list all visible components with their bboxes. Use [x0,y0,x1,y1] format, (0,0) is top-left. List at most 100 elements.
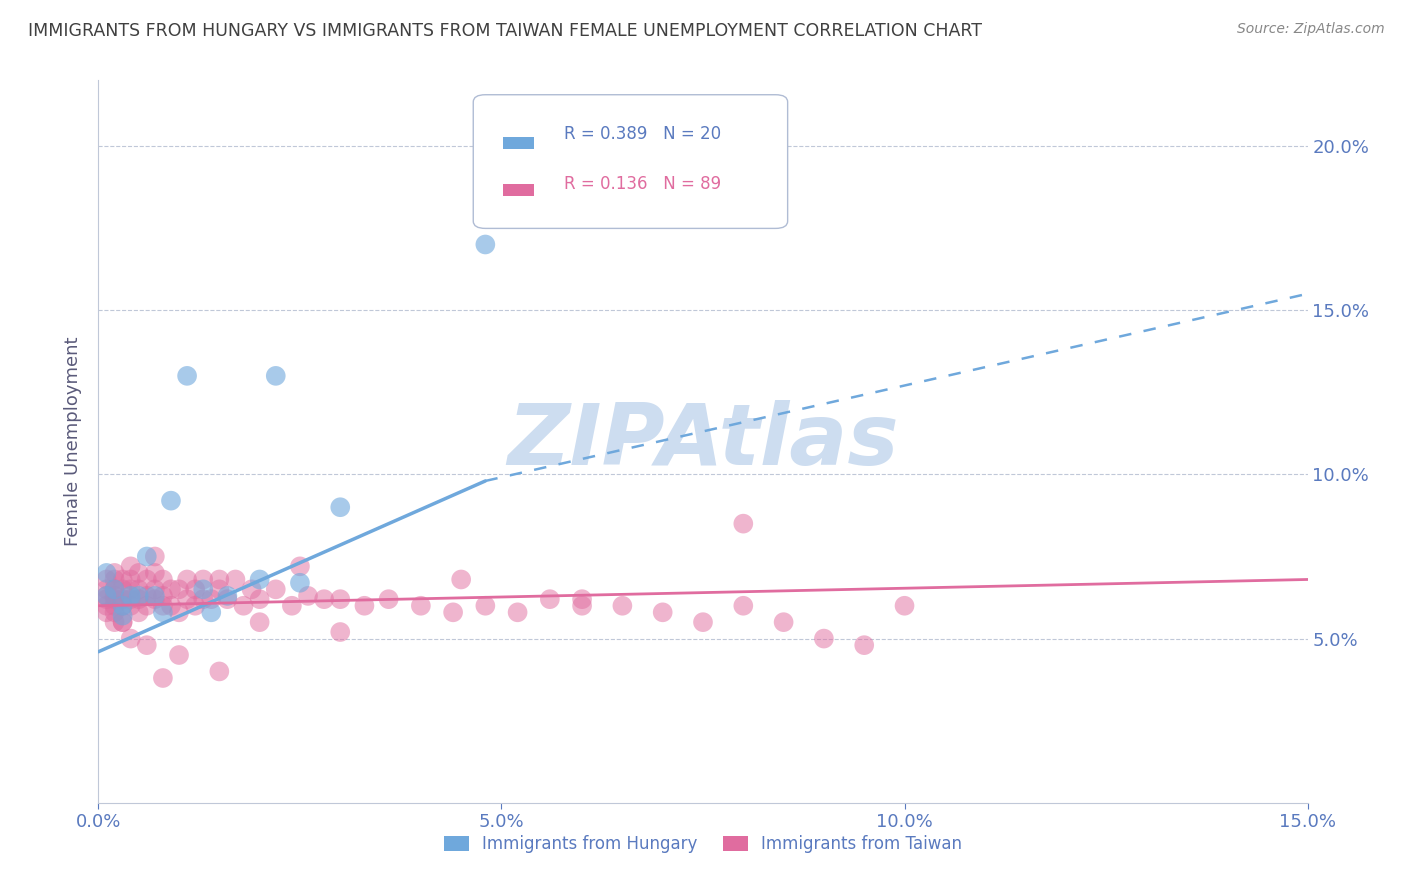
Point [208,665,231,679]
Point [152,573,174,587]
Point [184,582,207,597]
Point [143,566,166,580]
Point [128,566,150,580]
Point [143,592,166,607]
Point [193,573,215,587]
FancyBboxPatch shape [503,137,534,149]
Point [152,671,174,685]
Point [96,589,118,603]
Point [224,573,246,587]
Point [128,582,150,597]
Point [96,566,118,580]
Point [111,592,134,607]
Point [772,615,794,630]
Point [135,549,157,564]
Point [200,592,222,607]
Point [160,599,183,613]
Point [111,615,134,630]
Point [120,589,142,603]
Point [120,573,142,587]
Point [692,615,714,630]
Point [264,368,287,383]
Point [128,605,150,619]
Point [474,599,496,613]
FancyBboxPatch shape [474,95,787,228]
Point [96,592,118,607]
Point [135,589,157,603]
Point [450,573,472,587]
Point [111,582,134,597]
Point [377,592,399,607]
Point [103,605,125,619]
Point [538,592,561,607]
Legend: Immigrants from Hungary, Immigrants from Taiwan: Immigrants from Hungary, Immigrants from… [437,828,969,860]
Point [441,605,464,619]
Point [135,638,157,652]
Point [176,368,198,383]
Point [143,549,166,564]
Point [353,599,375,613]
Point [160,493,183,508]
Point [249,615,271,630]
Point [733,599,755,613]
FancyBboxPatch shape [503,184,534,196]
Point [96,589,118,603]
Point [813,632,835,646]
Point [217,589,239,603]
Point [208,573,231,587]
Point [314,592,336,607]
Point [193,592,215,607]
Point [103,566,125,580]
Point [111,608,134,623]
Point [96,605,118,619]
Point [143,582,166,597]
Point [160,582,183,597]
Text: Source: ZipAtlas.com: Source: ZipAtlas.com [1237,22,1385,37]
Point [135,573,157,587]
Point [103,599,125,613]
Text: R = 0.389   N = 20: R = 0.389 N = 20 [564,126,721,144]
Point [103,573,125,587]
Point [893,599,915,613]
Point [176,592,198,607]
Point [217,592,239,607]
Point [111,615,134,630]
Point [264,582,287,597]
Point [120,632,142,646]
Point [651,605,673,619]
Point [329,625,352,640]
Point [409,599,432,613]
Point [111,599,134,613]
Text: IMMIGRANTS FROM HUNGARY VS IMMIGRANTS FROM TAIWAN FEMALE UNEMPLOYMENT CORRELATIO: IMMIGRANTS FROM HUNGARY VS IMMIGRANTS FR… [28,22,983,40]
Point [612,599,634,613]
Point [571,592,593,607]
Point [120,582,142,597]
Point [329,500,352,515]
Point [474,237,496,252]
Point [103,615,125,630]
Point [281,599,304,613]
Point [506,605,529,619]
Point [853,638,876,652]
Text: ZIPAtlas: ZIPAtlas [508,400,898,483]
Point [152,589,174,603]
Point [96,573,118,587]
Point [103,582,125,597]
Point [128,589,150,603]
Point [733,516,755,531]
Point [167,582,190,597]
Point [120,559,142,574]
Point [96,599,118,613]
Point [111,599,134,613]
Text: R = 0.136   N = 89: R = 0.136 N = 89 [564,175,721,193]
Point [297,589,319,603]
Point [120,592,142,607]
Point [208,582,231,597]
Point [111,573,134,587]
Point [232,599,254,613]
Point [329,592,352,607]
Point [143,589,166,603]
Point [249,573,271,587]
Point [103,592,125,607]
Point [288,575,311,590]
